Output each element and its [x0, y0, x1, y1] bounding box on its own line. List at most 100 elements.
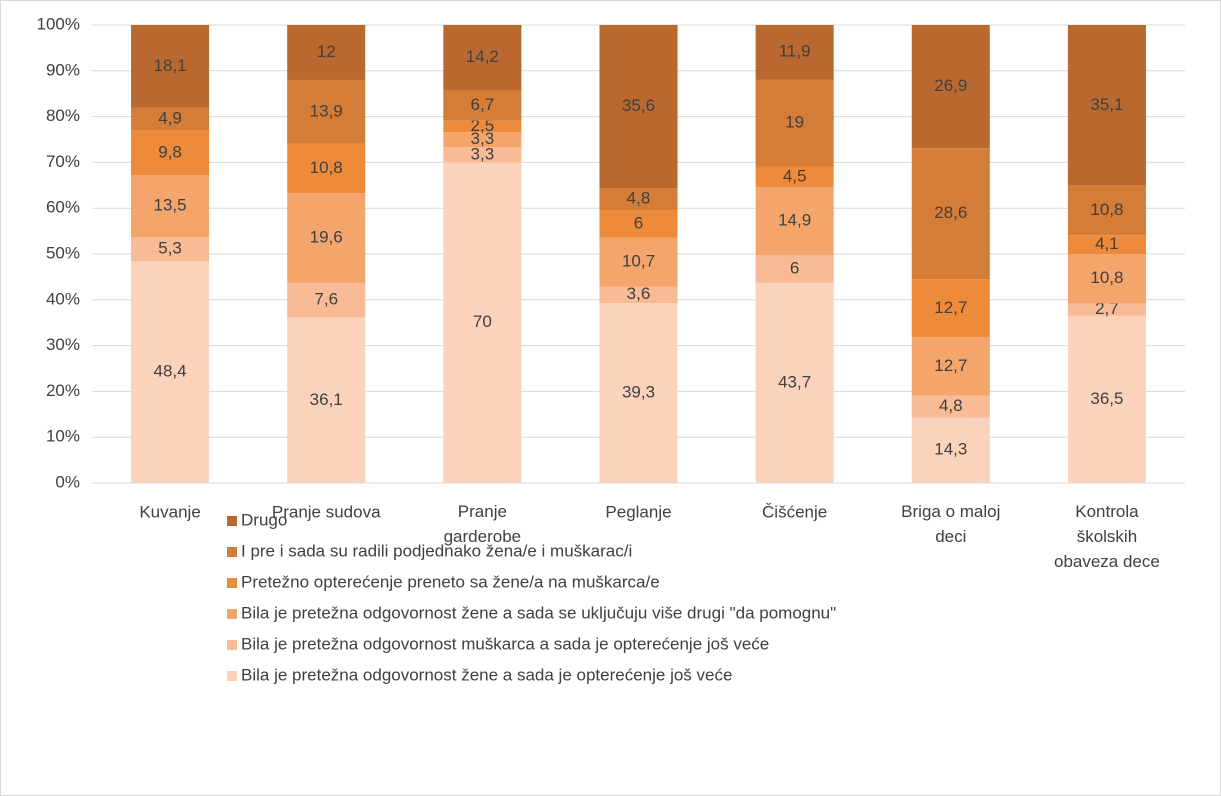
x-tick-label: Kuvanje: [139, 502, 200, 521]
bar-segment: [599, 188, 678, 211]
bar-segment: [1067, 254, 1146, 304]
y-tick-label: 40%: [46, 289, 80, 308]
y-tick-label: 20%: [46, 381, 80, 400]
bar-segment: [755, 79, 834, 167]
legend-swatch: [227, 516, 237, 526]
bar-segment: [443, 147, 522, 163]
data-label: 3,3: [471, 144, 495, 163]
legend-swatch: [227, 640, 237, 650]
data-label: 70: [473, 312, 492, 331]
data-label: 11,9: [779, 42, 811, 61]
legend-swatch: [227, 547, 237, 557]
data-label: 35,1: [1090, 95, 1123, 114]
data-label: 6: [790, 259, 799, 278]
bar-segment: [911, 395, 990, 418]
y-tick-label: 80%: [46, 106, 80, 125]
y-tick-label: 100%: [37, 14, 80, 33]
data-label: 4,8: [627, 189, 651, 208]
legend-swatch: [227, 578, 237, 588]
bar-segment: [599, 286, 678, 304]
x-tick-label: Briga o maloj deci: [901, 502, 1000, 546]
bar-segment: [599, 210, 678, 238]
data-label: 36,5: [1090, 389, 1123, 408]
bar-segment: [1067, 235, 1146, 254]
data-label: 10,8: [1090, 268, 1123, 287]
bar-segment: [911, 25, 990, 149]
bar-segment: [287, 25, 366, 80]
data-label: 4,9: [158, 109, 182, 128]
x-tick-label: Peglanje: [605, 502, 671, 521]
bar-segment: [131, 261, 210, 483]
bar-segment: [755, 255, 834, 283]
data-label: 9,8: [158, 142, 182, 161]
data-label: 6: [634, 213, 643, 232]
bar-segment: [287, 282, 366, 318]
data-label: 48,4: [154, 362, 187, 381]
legend-label: Drugo: [241, 510, 287, 529]
data-label: 10,7: [622, 251, 655, 270]
legend-label: I pre i sada su radili podjednako žena/e…: [241, 541, 632, 560]
data-label: 19: [785, 112, 804, 131]
bar-segment: [443, 25, 522, 91]
bar-segment: [131, 237, 210, 262]
bar-segment: [755, 166, 834, 188]
data-label: 19,6: [310, 227, 343, 246]
legend-label: Bila je pretežna odgovornost žene a sada…: [241, 665, 732, 684]
bar-segment: [287, 79, 366, 144]
bar-segment: [287, 143, 366, 194]
bar-segment: [911, 417, 990, 483]
legend-swatch: [227, 609, 237, 619]
data-label: 7,6: [314, 290, 338, 309]
bar-segment: [599, 25, 678, 189]
y-tick-label: 70%: [46, 152, 80, 171]
data-label: 6,7: [471, 95, 495, 114]
data-label: 10,8: [1090, 200, 1123, 219]
data-label: 39,3: [622, 382, 655, 401]
bar-segment: [131, 25, 210, 108]
x-tick-label: Pranje garderobe: [444, 502, 522, 546]
bar-segment: [287, 317, 366, 483]
data-label: 10,8: [310, 158, 343, 177]
bar-segment: [599, 237, 678, 287]
data-label: 43,7: [778, 372, 811, 391]
bar-segment: [911, 279, 990, 338]
bar-segment: [755, 187, 834, 256]
bar-segment: [443, 120, 522, 133]
bar-segment: [443, 132, 522, 148]
data-label: 4,5: [783, 166, 807, 185]
x-tick-label: Kontrola školskih obaveza dece: [1054, 502, 1160, 571]
data-label: 14,3: [934, 440, 967, 459]
y-tick-label: 10%: [46, 427, 80, 446]
bar-segment: [911, 148, 990, 280]
y-tick-label: 90%: [46, 60, 80, 79]
bar-segment: [755, 282, 834, 483]
legend-label: Pretežno opterećenje preneto sa žene/a n…: [241, 572, 660, 591]
data-label: 28,6: [934, 203, 967, 222]
bar-segment: [1067, 303, 1146, 316]
bar-segment: [443, 90, 522, 121]
data-label: 12: [317, 42, 336, 61]
data-label: 2,7: [1095, 299, 1119, 318]
data-label: 14,9: [778, 211, 811, 230]
data-label: 13,5: [154, 196, 187, 215]
data-label: 3,3: [471, 129, 495, 148]
data-label: 4,8: [939, 396, 963, 415]
data-label: 5,3: [158, 239, 182, 258]
legend-label: Bila je pretežna odgovornost muškarca a …: [241, 634, 769, 653]
data-label: 12,7: [934, 298, 967, 317]
bar-segment: [131, 130, 210, 176]
data-label: 36,1: [310, 390, 343, 409]
y-tick-label: 60%: [46, 198, 80, 217]
data-label: 35,6: [622, 96, 655, 115]
data-label: 26,9: [934, 76, 967, 95]
x-tick-label: Čišćenje: [762, 502, 827, 521]
data-label: 14,2: [466, 47, 499, 66]
bar-segment: [1067, 185, 1146, 236]
legend-swatch: [227, 671, 237, 681]
x-tick-label: Pranje sudova: [272, 502, 381, 521]
bar-segment: [131, 107, 210, 131]
data-label: 4,1: [1095, 234, 1119, 253]
data-label: 18,1: [154, 56, 187, 75]
bar-segment: [1067, 315, 1146, 483]
